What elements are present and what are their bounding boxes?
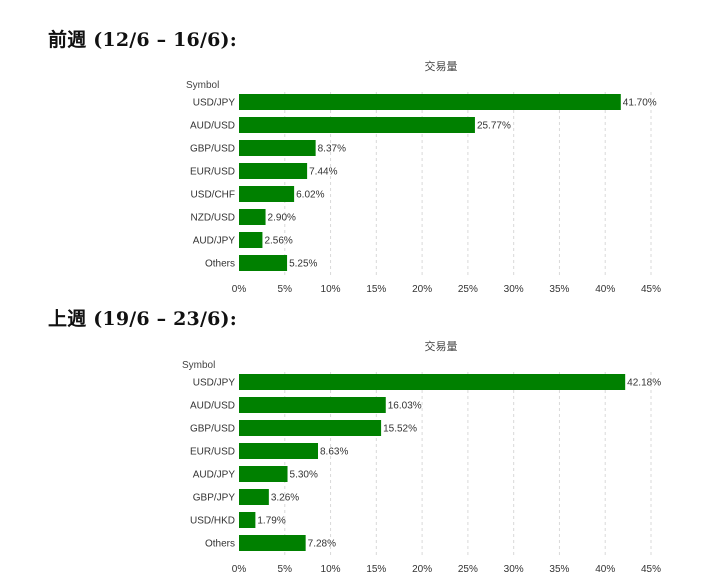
bar	[239, 163, 308, 179]
x-tick-label: 40%	[595, 564, 615, 575]
category-label: USD/JPY	[193, 378, 236, 389]
bar	[239, 512, 256, 528]
x-tick-label: 35%	[549, 564, 569, 575]
data-label: 2.56%	[264, 236, 292, 247]
data-label: 8.37%	[318, 144, 346, 155]
data-label: 5.30%	[290, 470, 318, 481]
x-tick-label: 10%	[321, 564, 341, 575]
data-label: 41.70%	[623, 98, 657, 109]
category-label: AUD/JPY	[193, 470, 236, 481]
x-tick-label: 30%	[504, 564, 524, 575]
data-label: 6.02%	[296, 190, 324, 201]
data-label: 3.26%	[271, 493, 299, 504]
category-label: USD/JPY	[193, 98, 236, 109]
x-tick-label: 45%	[641, 564, 661, 575]
bar	[239, 466, 288, 482]
bar	[239, 374, 626, 390]
x-tick-label: 35%	[549, 284, 569, 295]
x-tick-label: 25%	[458, 564, 478, 575]
category-label: AUD/USD	[190, 121, 235, 132]
data-label: 7.28%	[308, 539, 336, 550]
category-label: Others	[205, 539, 235, 550]
bar	[239, 209, 266, 225]
bar	[239, 140, 316, 156]
y-axis-title: Symbol	[182, 360, 215, 371]
category-label: AUD/JPY	[193, 236, 236, 247]
x-tick-label: 10%	[321, 284, 341, 295]
data-label: 16.03%	[388, 401, 422, 412]
x-tick-label: 5%	[278, 564, 293, 575]
bar	[239, 420, 382, 436]
bar	[239, 232, 263, 248]
x-tick-label: 20%	[412, 284, 432, 295]
x-tick-label: 5%	[278, 284, 293, 295]
bar	[239, 255, 288, 271]
x-tick-label: 20%	[412, 564, 432, 575]
x-tick-label: 0%	[232, 284, 247, 295]
data-label: 15.52%	[383, 424, 417, 435]
x-tick-label: 40%	[595, 284, 615, 295]
data-label: 25.77%	[477, 121, 511, 132]
category-label: GBP/USD	[190, 144, 235, 155]
y-axis-title: Symbol	[186, 80, 219, 91]
x-tick-label: 15%	[366, 284, 386, 295]
x-tick-label: 45%	[641, 284, 661, 295]
week-heading-last: 上週 (19/6 – 23/6):	[48, 308, 237, 330]
data-label: 7.44%	[309, 167, 337, 178]
bar	[239, 443, 319, 459]
data-label: 2.90%	[268, 213, 296, 224]
bar	[239, 117, 475, 133]
x-tick-label: 15%	[366, 564, 386, 575]
x-tick-label: 30%	[504, 284, 524, 295]
category-label: USD/CHF	[191, 190, 235, 201]
category-label: NZD/USD	[191, 213, 235, 224]
bar	[239, 535, 306, 551]
volume-bar-chart-previous-week: 交易量 Symbol USD/JPY 41.70% AUD/USD 25.77% GBP/U…	[186, 59, 661, 295]
week-heading-previous: 前週 (12/6 – 16/6):	[48, 29, 237, 51]
bar	[239, 94, 621, 110]
category-label: Others	[205, 259, 235, 270]
data-label: 5.25%	[289, 259, 317, 270]
volume-bar-chart-last-week: 交易量 Symbol USD/JPY 42.18% AUD/USD 16.03% GBP/U…	[182, 339, 661, 575]
bar	[239, 186, 295, 202]
x-tick-label: 0%	[232, 564, 247, 575]
category-label: GBP/USD	[190, 424, 235, 435]
category-label: GBP/JPY	[193, 493, 236, 504]
category-label: EUR/USD	[190, 447, 235, 458]
x-tick-label: 25%	[458, 284, 478, 295]
bar	[239, 489, 269, 505]
data-label: 8.63%	[320, 447, 348, 458]
bar	[239, 397, 386, 413]
chart-title: 交易量	[425, 59, 458, 73]
data-label: 42.18%	[627, 378, 661, 389]
category-label: EUR/USD	[190, 167, 235, 178]
category-label: USD/HKD	[190, 516, 235, 527]
data-label: 1.79%	[257, 516, 285, 527]
chart-title: 交易量	[425, 339, 458, 353]
category-label: AUD/USD	[190, 401, 235, 412]
